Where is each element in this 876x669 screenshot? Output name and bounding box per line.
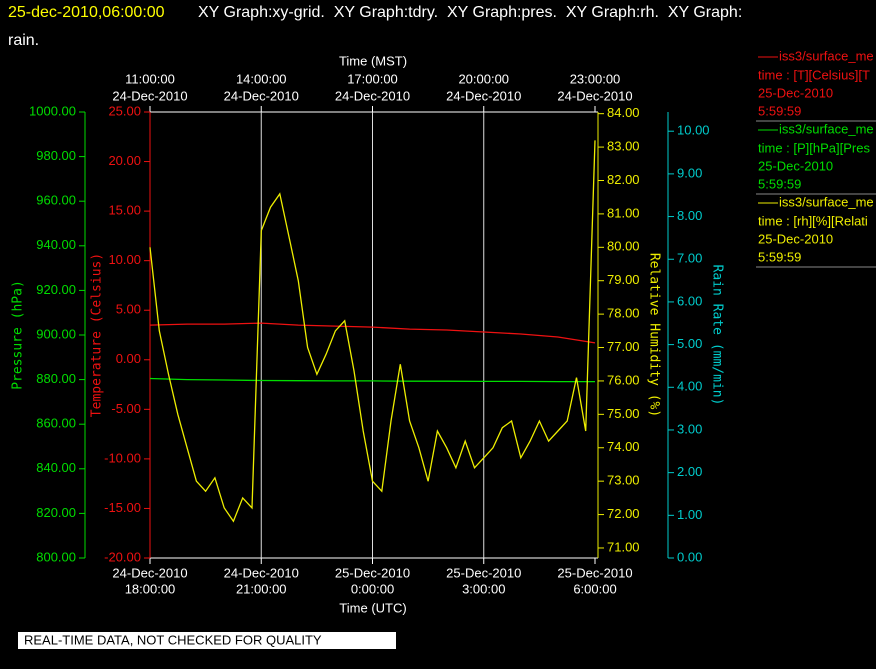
x-tick-label: 21:00:00 — [236, 581, 287, 596]
x2-tick-label: 24-Dec-2010 — [224, 88, 299, 103]
legend-text: 5:59:59 — [758, 176, 801, 191]
y-tick-label: 2.00 — [677, 464, 702, 479]
y-tick-label: 960.00 — [36, 193, 76, 208]
series-line — [149, 377, 595, 383]
legend-text: 25-Dec-2010 — [758, 231, 833, 246]
legend-text: 5:59:59 — [758, 249, 801, 264]
y-axis-label: Rain Rate (mm/min) — [710, 265, 725, 406]
y-tick-label: 79.00 — [607, 272, 640, 287]
y-tick-label: 940.00 — [36, 237, 76, 252]
y-tick-label: -15.00 — [104, 500, 141, 515]
x-tick-label: 24-Dec-2010 — [224, 565, 299, 580]
graph-titles: rain. — [8, 32, 39, 49]
y-tick-label: 1.00 — [677, 507, 702, 522]
y-axis-label: Temperature (Celsius) — [90, 253, 105, 417]
y-axis-label: Pressure (hPa) — [11, 280, 26, 390]
x2-tick-label: 20:00:00 — [458, 71, 509, 86]
x2-tick-label: 23:00:00 — [570, 71, 621, 86]
x-tick-label: 18:00:00 — [125, 581, 176, 596]
x2-tick-label: 24-Dec-2010 — [557, 88, 632, 103]
x-tick-label: 0:00:00 — [351, 581, 394, 596]
y-tick-label: 840.00 — [36, 460, 76, 475]
y-tick-label: 920.00 — [36, 282, 76, 297]
y-tick-label: 80.00 — [607, 239, 640, 254]
x-tick-label: 24-Dec-2010 — [112, 565, 187, 580]
y-tick-label: 800.00 — [36, 549, 76, 564]
graph-titles: XY Graph:xy-grid. XY Graph:tdry. XY Grap… — [198, 4, 742, 21]
y-axis-label: Relative Humidity (%) — [647, 253, 662, 417]
y-tick-label: 74.00 — [607, 439, 640, 454]
y-tick-label: 980.00 — [36, 148, 76, 163]
y-tick-label: 25.00 — [108, 103, 141, 118]
y-tick-label: 77.00 — [607, 339, 640, 354]
x-tick-label: 25-Dec-2010 — [335, 565, 410, 580]
y-tick-label: 72.00 — [607, 506, 640, 521]
legend-name: iss3/surface_me — [779, 48, 874, 63]
y-tick-label: 83.00 — [607, 139, 640, 154]
y-tick-label: 6.00 — [677, 293, 702, 308]
title-time: 25-dec-2010,06:00:00 — [8, 4, 165, 21]
x-tick-label: 25-Dec-2010 — [446, 565, 521, 580]
y-tick-label: 71.00 — [607, 539, 640, 554]
legend-text: time : [T][Celsius][T — [758, 67, 870, 82]
x2-tick-label: 11:00:00 — [125, 71, 175, 86]
y-tick-label: 10.00 — [677, 123, 710, 138]
y-tick-label: 8.00 — [677, 208, 702, 223]
y-tick-label: -5.00 — [111, 401, 141, 416]
x2-axis-label: Time (MST) — [339, 53, 407, 68]
y-tick-label: 860.00 — [36, 416, 76, 431]
legend-name: iss3/surface_me — [779, 121, 874, 136]
y-tick-label: 15.00 — [108, 203, 141, 218]
y-tick-label: 82.00 — [607, 172, 640, 187]
x2-tick-label: 17:00:00 — [347, 71, 398, 86]
y-tick-label: 3.00 — [677, 421, 702, 436]
series-line — [149, 140, 596, 523]
y-tick-label: 9.00 — [677, 165, 702, 180]
legend-text: 25-Dec-2010 — [758, 85, 833, 100]
y-tick-label: 75.00 — [607, 406, 640, 421]
y-tick-label: 84.00 — [607, 105, 640, 120]
legend-text: time : [P][hPa][Pres — [758, 140, 870, 155]
y-tick-label: 20.00 — [108, 153, 141, 168]
y-tick-label: 10.00 — [108, 252, 141, 267]
series-line — [149, 322, 596, 344]
footer-box — [18, 632, 396, 649]
y-tick-label: 900.00 — [36, 326, 76, 341]
legend-text: time : [rh][%][Relati — [758, 213, 868, 228]
x-tick-label: 3:00:00 — [462, 581, 505, 596]
y-tick-label: 0.00 — [677, 549, 702, 564]
y-tick-label: 5.00 — [116, 302, 141, 317]
y-tick-label: 880.00 — [36, 371, 76, 386]
y-tick-label: 1000.00 — [29, 103, 76, 118]
footer: REAL-TIME DATA, NOT CHECKED FOR QUALITY — [24, 632, 322, 647]
y-tick-label: 4.00 — [677, 379, 702, 394]
x2-tick-label: 24-Dec-2010 — [446, 88, 521, 103]
y-tick-label: -10.00 — [104, 450, 141, 465]
y-tick-label: 73.00 — [607, 473, 640, 488]
legend-name: iss3/surface_me — [779, 194, 874, 209]
y-tick-label: -20.00 — [104, 549, 141, 564]
y-tick-label: 5.00 — [677, 336, 702, 351]
y-tick-label: 76.00 — [607, 372, 640, 387]
y-tick-label: 7.00 — [677, 251, 702, 266]
legend-text: 5:59:59 — [758, 103, 801, 118]
x-tick-label: 6:00:00 — [573, 581, 616, 596]
y-tick-label: 78.00 — [607, 306, 640, 321]
x2-tick-label: 14:00:00 — [236, 71, 287, 86]
x2-tick-label: 24-Dec-2010 — [335, 88, 410, 103]
y-tick-label: 0.00 — [116, 351, 141, 366]
y-tick-label: 81.00 — [607, 205, 640, 220]
x2-tick-label: 24-Dec-2010 — [112, 88, 187, 103]
legend-text: 25-Dec-2010 — [758, 158, 833, 173]
x-axis-label: Time (UTC) — [339, 600, 406, 615]
y-tick-label: 820.00 — [36, 505, 76, 520]
x-tick-label: 25-Dec-2010 — [557, 565, 632, 580]
